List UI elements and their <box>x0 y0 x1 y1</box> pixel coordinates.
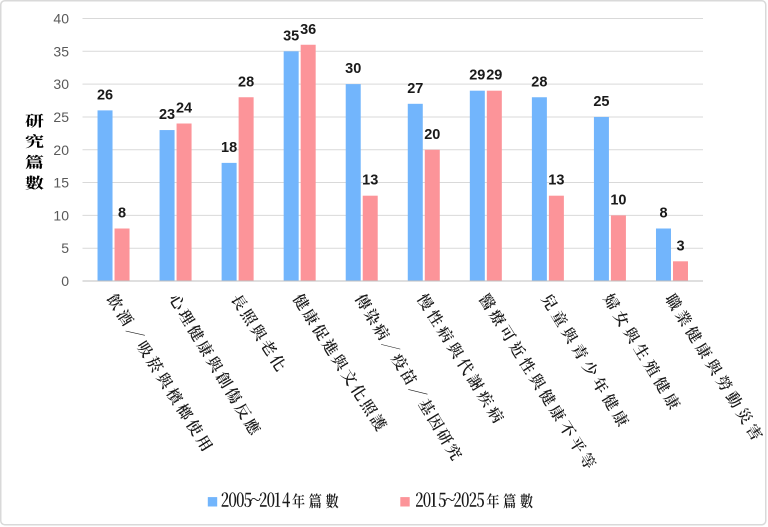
svg-text:29: 29 <box>486 68 502 84</box>
svg-text:5: 5 <box>61 240 69 256</box>
svg-text:3: 3 <box>676 238 684 254</box>
svg-text:35: 35 <box>283 28 299 44</box>
svg-text:25: 25 <box>53 109 69 125</box>
svg-text:8: 8 <box>118 206 126 222</box>
svg-text:40: 40 <box>53 11 69 27</box>
svg-text:29: 29 <box>469 68 485 84</box>
svg-text:26: 26 <box>97 87 113 103</box>
svg-text:28: 28 <box>531 74 547 90</box>
svg-text:36: 36 <box>300 22 316 38</box>
svg-text:30: 30 <box>345 61 361 77</box>
svg-text:35: 35 <box>53 43 69 59</box>
svg-text:28: 28 <box>238 74 254 90</box>
svg-text:25: 25 <box>593 94 609 110</box>
svg-text:13: 13 <box>362 173 378 189</box>
svg-text:10: 10 <box>610 192 626 208</box>
svg-text:0: 0 <box>61 273 69 289</box>
svg-text:15: 15 <box>53 175 69 191</box>
svg-text:24: 24 <box>176 101 192 117</box>
svg-text:18: 18 <box>221 140 237 156</box>
svg-text:20: 20 <box>424 127 440 143</box>
svg-text:27: 27 <box>407 81 423 97</box>
svg-text:10: 10 <box>53 207 69 223</box>
svg-text:20: 20 <box>53 142 69 158</box>
svg-text:23: 23 <box>159 107 175 123</box>
svg-text:8: 8 <box>659 206 667 222</box>
svg-text:30: 30 <box>53 76 69 92</box>
svg-text:13: 13 <box>548 173 564 189</box>
